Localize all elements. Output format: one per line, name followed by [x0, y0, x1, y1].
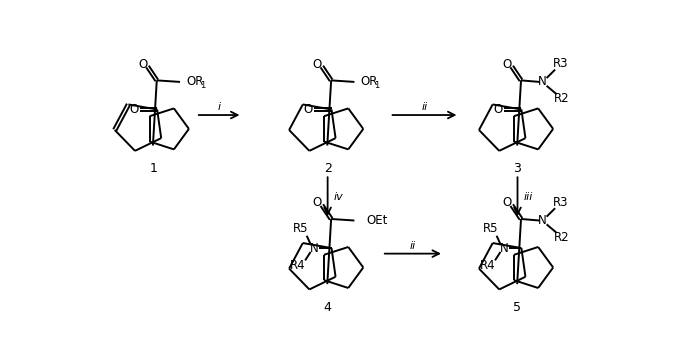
Text: O: O: [503, 58, 512, 71]
Text: O: O: [129, 103, 138, 116]
Text: R3: R3: [553, 195, 568, 209]
Text: R5: R5: [482, 222, 498, 235]
Text: O: O: [503, 196, 512, 209]
Text: N: N: [500, 242, 509, 254]
Text: 1: 1: [150, 162, 157, 176]
Text: R5: R5: [293, 222, 308, 235]
Text: iv: iv: [333, 192, 343, 202]
Text: 1: 1: [200, 81, 206, 90]
Text: R4: R4: [289, 259, 305, 272]
Text: O: O: [303, 103, 313, 116]
Text: ii: ii: [410, 241, 416, 251]
Text: OR: OR: [361, 75, 378, 88]
Text: i: i: [217, 102, 221, 112]
Text: O: O: [138, 58, 147, 71]
Text: 3: 3: [514, 162, 521, 176]
Text: N: N: [538, 75, 547, 88]
Text: R3: R3: [553, 57, 568, 70]
Text: 4: 4: [324, 301, 331, 314]
Text: OR: OR: [186, 75, 203, 88]
Text: N: N: [538, 214, 547, 227]
Text: 2: 2: [324, 162, 331, 176]
Text: O: O: [312, 196, 322, 209]
Text: R2: R2: [554, 92, 570, 105]
Text: R2: R2: [554, 231, 570, 244]
Text: OEt: OEt: [366, 214, 387, 227]
Text: O: O: [312, 58, 322, 71]
Text: ii: ii: [421, 102, 428, 112]
Text: 1: 1: [375, 81, 380, 90]
Text: 5: 5: [514, 301, 521, 314]
Text: N: N: [310, 242, 319, 254]
Text: O: O: [493, 103, 503, 116]
Text: iii: iii: [524, 192, 533, 202]
Text: R4: R4: [480, 259, 495, 272]
